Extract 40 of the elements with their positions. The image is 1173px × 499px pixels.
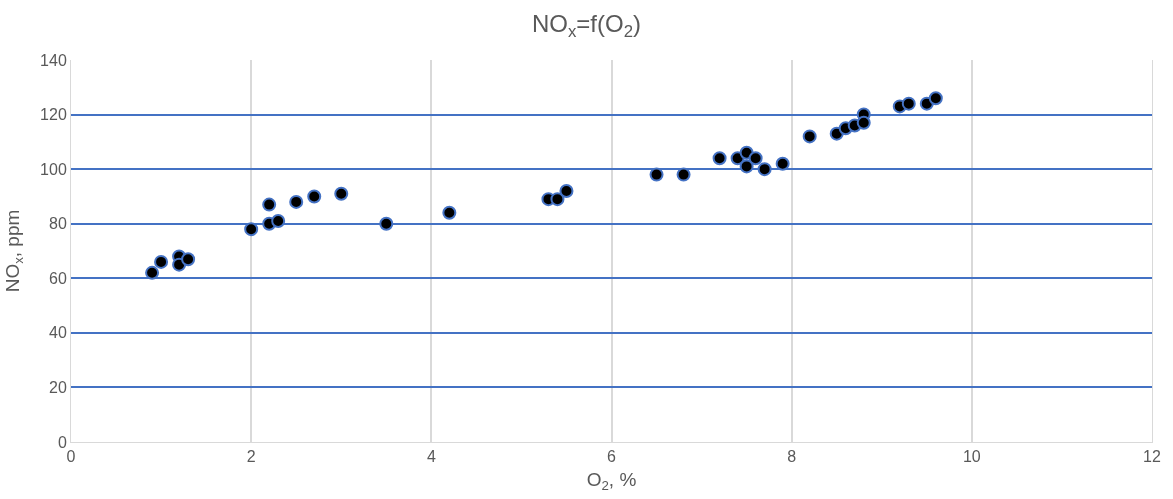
y-tick-label: 120 bbox=[40, 106, 67, 124]
x-tick-label: 4 bbox=[426, 448, 436, 466]
point bbox=[181, 252, 196, 267]
y-tick-label: 40 bbox=[49, 324, 67, 342]
point bbox=[748, 151, 763, 166]
x-tick-label: 10 bbox=[962, 448, 981, 466]
point bbox=[802, 129, 817, 144]
y-tick-label: 20 bbox=[49, 379, 67, 397]
x-tick-label: 6 bbox=[607, 448, 617, 466]
y-tick-label: 140 bbox=[40, 51, 67, 69]
chart-title: NO$_{x}$=f(O$_{2}$) bbox=[531, 9, 642, 41]
point bbox=[649, 167, 664, 182]
y-tick-label: 100 bbox=[40, 160, 67, 178]
y-tick-label: 0 bbox=[57, 433, 67, 451]
point bbox=[262, 197, 277, 212]
y-tick-label: 60 bbox=[49, 269, 67, 287]
x-axis-title: O$_{2}$, % bbox=[586, 469, 637, 493]
x-tick-label: 2 bbox=[246, 448, 256, 466]
point bbox=[244, 222, 259, 237]
point bbox=[442, 205, 457, 220]
point bbox=[928, 91, 943, 106]
point bbox=[559, 183, 574, 198]
x-tick-label: 8 bbox=[787, 448, 797, 466]
point bbox=[154, 254, 169, 269]
point bbox=[307, 189, 322, 204]
point bbox=[334, 186, 349, 201]
point bbox=[145, 265, 160, 280]
point bbox=[712, 151, 727, 166]
point bbox=[676, 167, 691, 182]
point bbox=[757, 162, 772, 177]
point bbox=[901, 96, 916, 111]
x-tick-label: 12 bbox=[1143, 448, 1161, 466]
point bbox=[271, 213, 286, 228]
point bbox=[379, 216, 394, 231]
point bbox=[289, 194, 304, 209]
point bbox=[550, 192, 565, 207]
y-tick-label: 80 bbox=[49, 215, 67, 233]
point bbox=[856, 115, 871, 130]
point bbox=[775, 156, 790, 171]
point bbox=[739, 159, 754, 174]
